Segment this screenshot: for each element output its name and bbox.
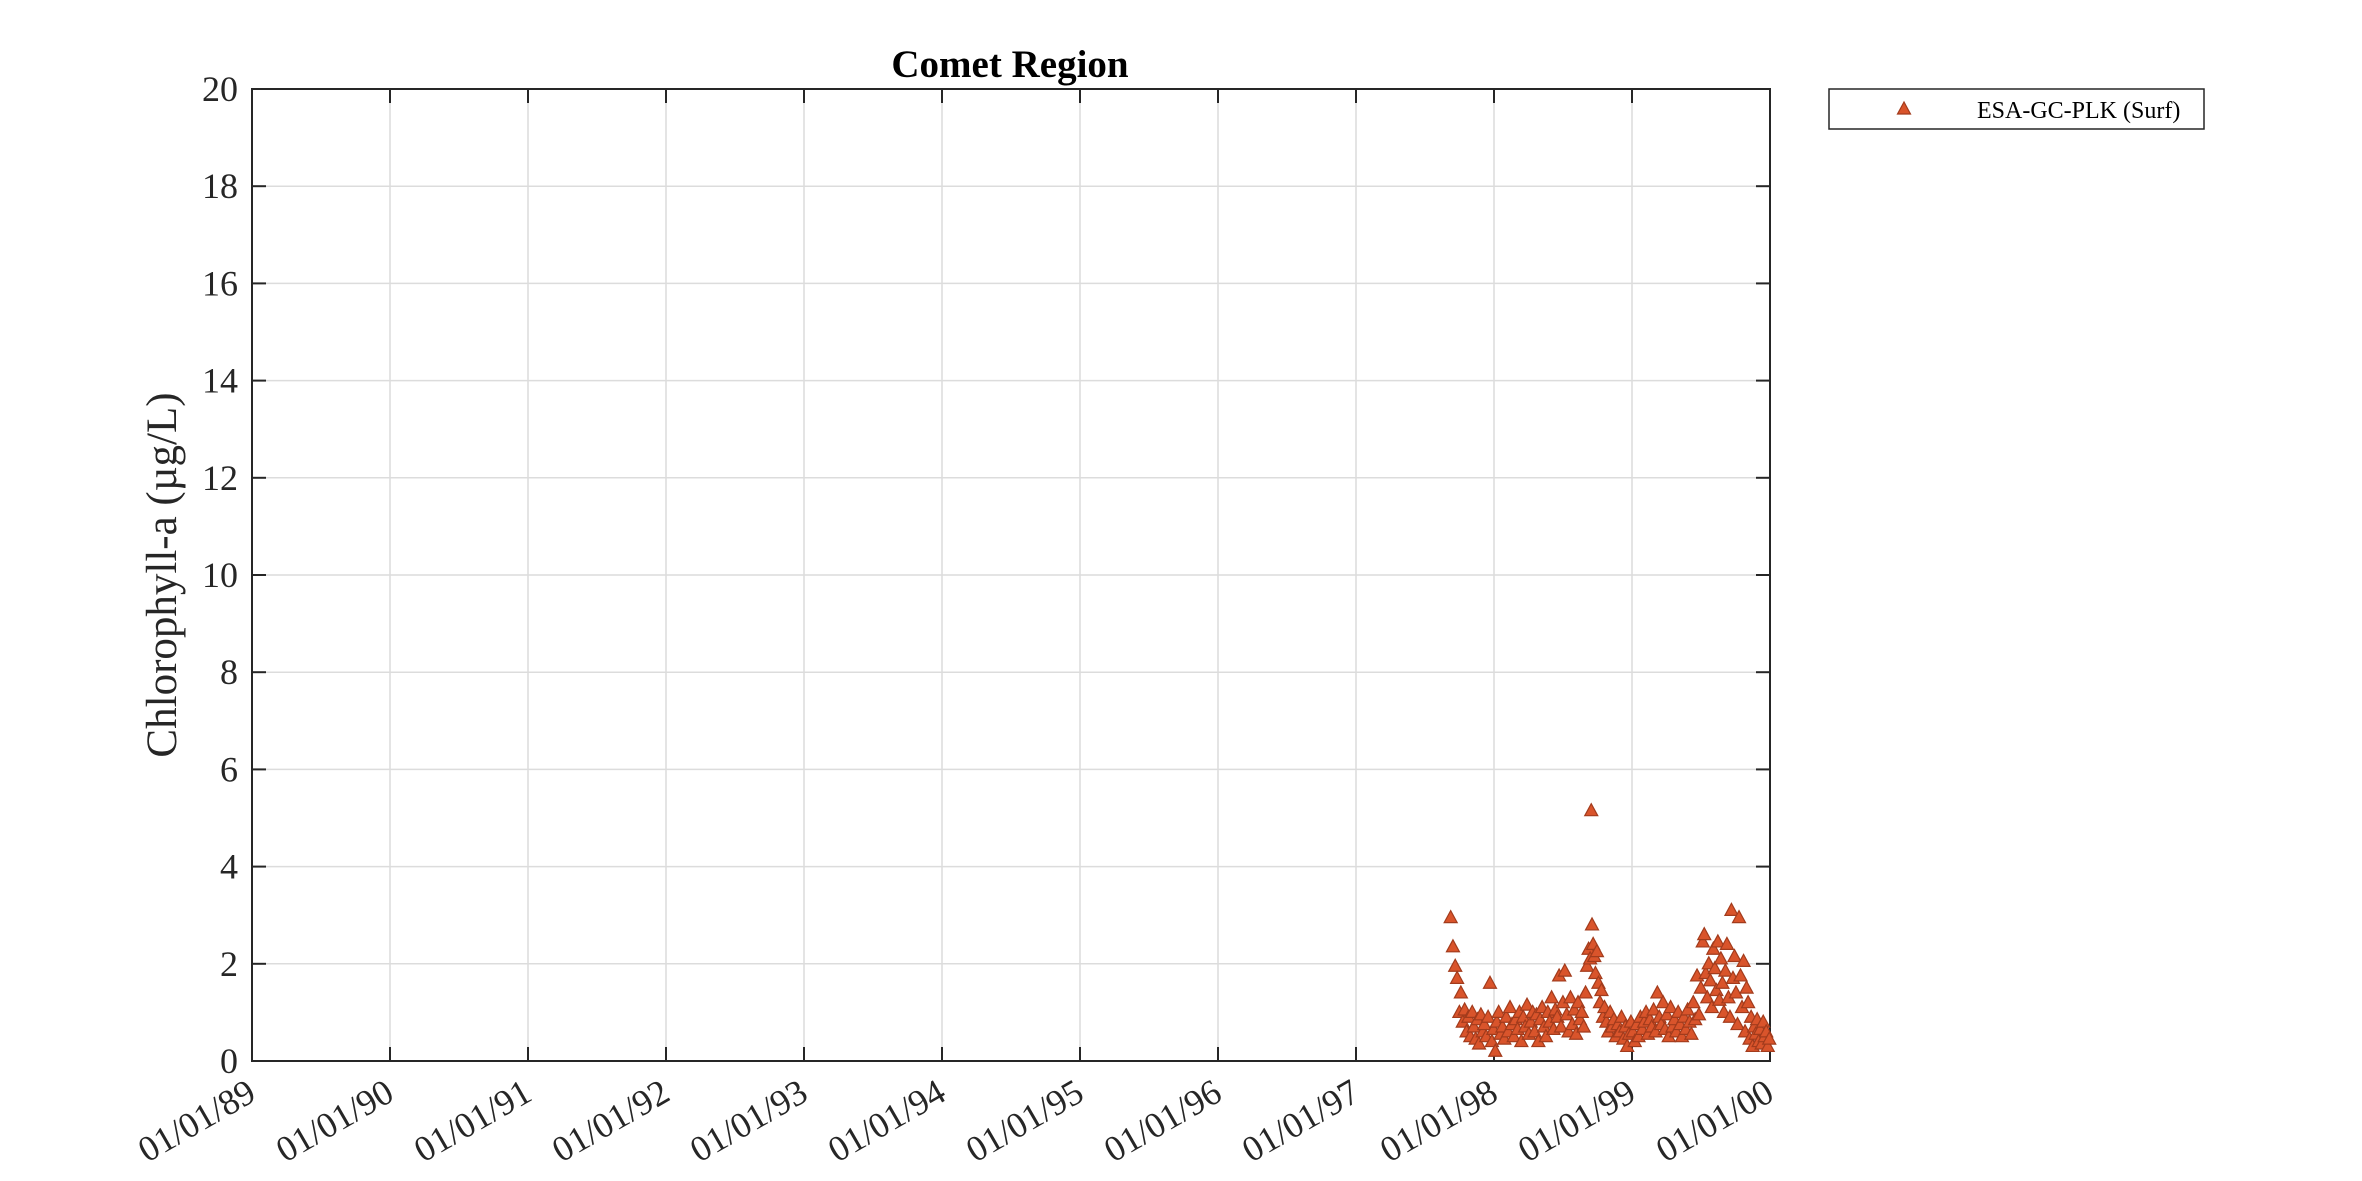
- data-point: [1584, 916, 1600, 931]
- y-tick-label: 12: [202, 458, 238, 498]
- data-point: [1579, 957, 1595, 972]
- data-point: [1544, 989, 1560, 1004]
- y-tick-label: 20: [202, 69, 238, 109]
- data-point: [1593, 982, 1609, 997]
- grid: [252, 89, 1770, 1061]
- y-axis-label: Chlorophyll-a (µg/L): [139, 392, 186, 757]
- y-tick-label: 18: [202, 166, 238, 206]
- legend: ESA-GC-PLK (Surf): [1828, 88, 2205, 130]
- data-point: [1566, 1001, 1582, 1016]
- data-point: [1589, 943, 1605, 958]
- data-point: [1513, 1033, 1529, 1048]
- data-point: [1445, 938, 1461, 953]
- data-point: [1683, 1026, 1699, 1040]
- data-point: [1506, 1028, 1522, 1043]
- data-point: [1482, 974, 1498, 989]
- data-point: [1449, 970, 1465, 984]
- data-point: [1553, 1018, 1569, 1033]
- data-point: [1739, 979, 1755, 994]
- data-point: [1705, 940, 1721, 955]
- data-point: [1733, 967, 1749, 982]
- data-point: [1557, 962, 1573, 977]
- data-point: [1502, 999, 1518, 1014]
- data-point: [1704, 999, 1720, 1014]
- data-point: [1729, 1016, 1746, 1031]
- data-point: [1447, 957, 1463, 972]
- data-point: [1723, 902, 1739, 916]
- chart-title: Comet Region: [891, 43, 1129, 86]
- data-point: [1717, 962, 1733, 977]
- data-point: [1578, 984, 1594, 999]
- legend-marker-triangle-icon: [1896, 100, 1912, 115]
- data-point: [1561, 1023, 1577, 1038]
- y-tick-label: 2: [220, 944, 238, 984]
- data-point: [1696, 926, 1712, 941]
- data-point: [1583, 802, 1599, 817]
- data-point: [1726, 948, 1742, 963]
- y-tick-label: 16: [202, 263, 238, 303]
- data-point: [1570, 994, 1586, 1009]
- data-point: [1693, 979, 1709, 994]
- data-point: [1466, 1018, 1482, 1033]
- data-point: [1464, 1004, 1480, 1019]
- data-point: [1646, 1001, 1662, 1016]
- data-point: [1487, 1043, 1503, 1057]
- data-point: [1714, 974, 1730, 989]
- legend-entry-label: ESA-GC-PLK (Surf): [1977, 98, 2180, 124]
- data-point: [1519, 996, 1535, 1011]
- data-point: [1568, 1026, 1584, 1040]
- data-point: [1659, 1006, 1675, 1021]
- data-point: [1710, 933, 1726, 948]
- data-point: [1491, 1004, 1507, 1019]
- data-point: [1649, 984, 1665, 999]
- data-point: [1574, 1004, 1590, 1019]
- data-point: [1695, 933, 1711, 948]
- y-tick-label: 8: [220, 652, 238, 692]
- data-point: [1731, 909, 1747, 924]
- y-axis-tick-labels: 0 2 4 6 8 10 12 14 16 18 20: [202, 69, 238, 1081]
- data-point: [1728, 984, 1744, 999]
- y-tick-label: 6: [220, 749, 238, 789]
- data-point: [1736, 953, 1752, 967]
- data-point: [1562, 989, 1578, 1004]
- data-point: [1613, 1009, 1629, 1023]
- data-point: [1498, 1009, 1514, 1023]
- data-point: [1713, 950, 1729, 965]
- data-point: [1443, 909, 1459, 924]
- data-point: [1702, 972, 1718, 987]
- series-points: [1443, 802, 1777, 1057]
- data-point: [1480, 1009, 1496, 1023]
- y-tick-label: 4: [220, 847, 238, 887]
- data-point: [1655, 994, 1671, 1009]
- data-point: [1761, 1030, 1777, 1045]
- data-point: [1719, 936, 1735, 950]
- data-point: [1722, 1009, 1738, 1023]
- data-point: [1685, 994, 1701, 1009]
- y-tick-label: 10: [202, 555, 238, 595]
- data-point: [1760, 1038, 1776, 1053]
- data-point: [1691, 1006, 1707, 1021]
- y-tick-label: 0: [220, 1041, 238, 1081]
- data-point: [1707, 960, 1723, 975]
- data-point: [1740, 994, 1756, 1009]
- data-point: [1538, 1028, 1554, 1043]
- y-tick-label: 14: [202, 361, 238, 401]
- data-point: [1453, 984, 1469, 999]
- legend-box: [1828, 88, 2205, 130]
- data-point: [1663, 999, 1679, 1014]
- data-point: [1699, 989, 1715, 1004]
- data-point: [1471, 1035, 1487, 1050]
- data-point: [1576, 1018, 1592, 1033]
- axis-ticks: [251, 88, 1771, 1062]
- data-point: [1476, 1016, 1492, 1031]
- data-point: [1680, 1001, 1696, 1016]
